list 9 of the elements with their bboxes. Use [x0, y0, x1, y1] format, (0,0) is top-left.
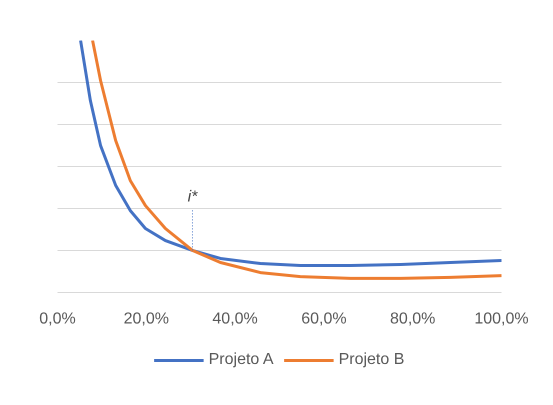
- x-tick-label: 20,0%: [124, 310, 169, 328]
- annotation: i*: [188, 188, 198, 206]
- legend-label: Projeto A: [208, 351, 274, 369]
- legend-label: Projeto B: [338, 351, 404, 369]
- x-tick-label: 40,0%: [212, 310, 258, 328]
- x-tick-label: 60,0%: [301, 310, 347, 328]
- x-tick-label: 0,0%: [39, 310, 76, 328]
- x-tick-label: 80,0%: [390, 310, 436, 328]
- x-tick-label: 100,0%: [474, 310, 529, 328]
